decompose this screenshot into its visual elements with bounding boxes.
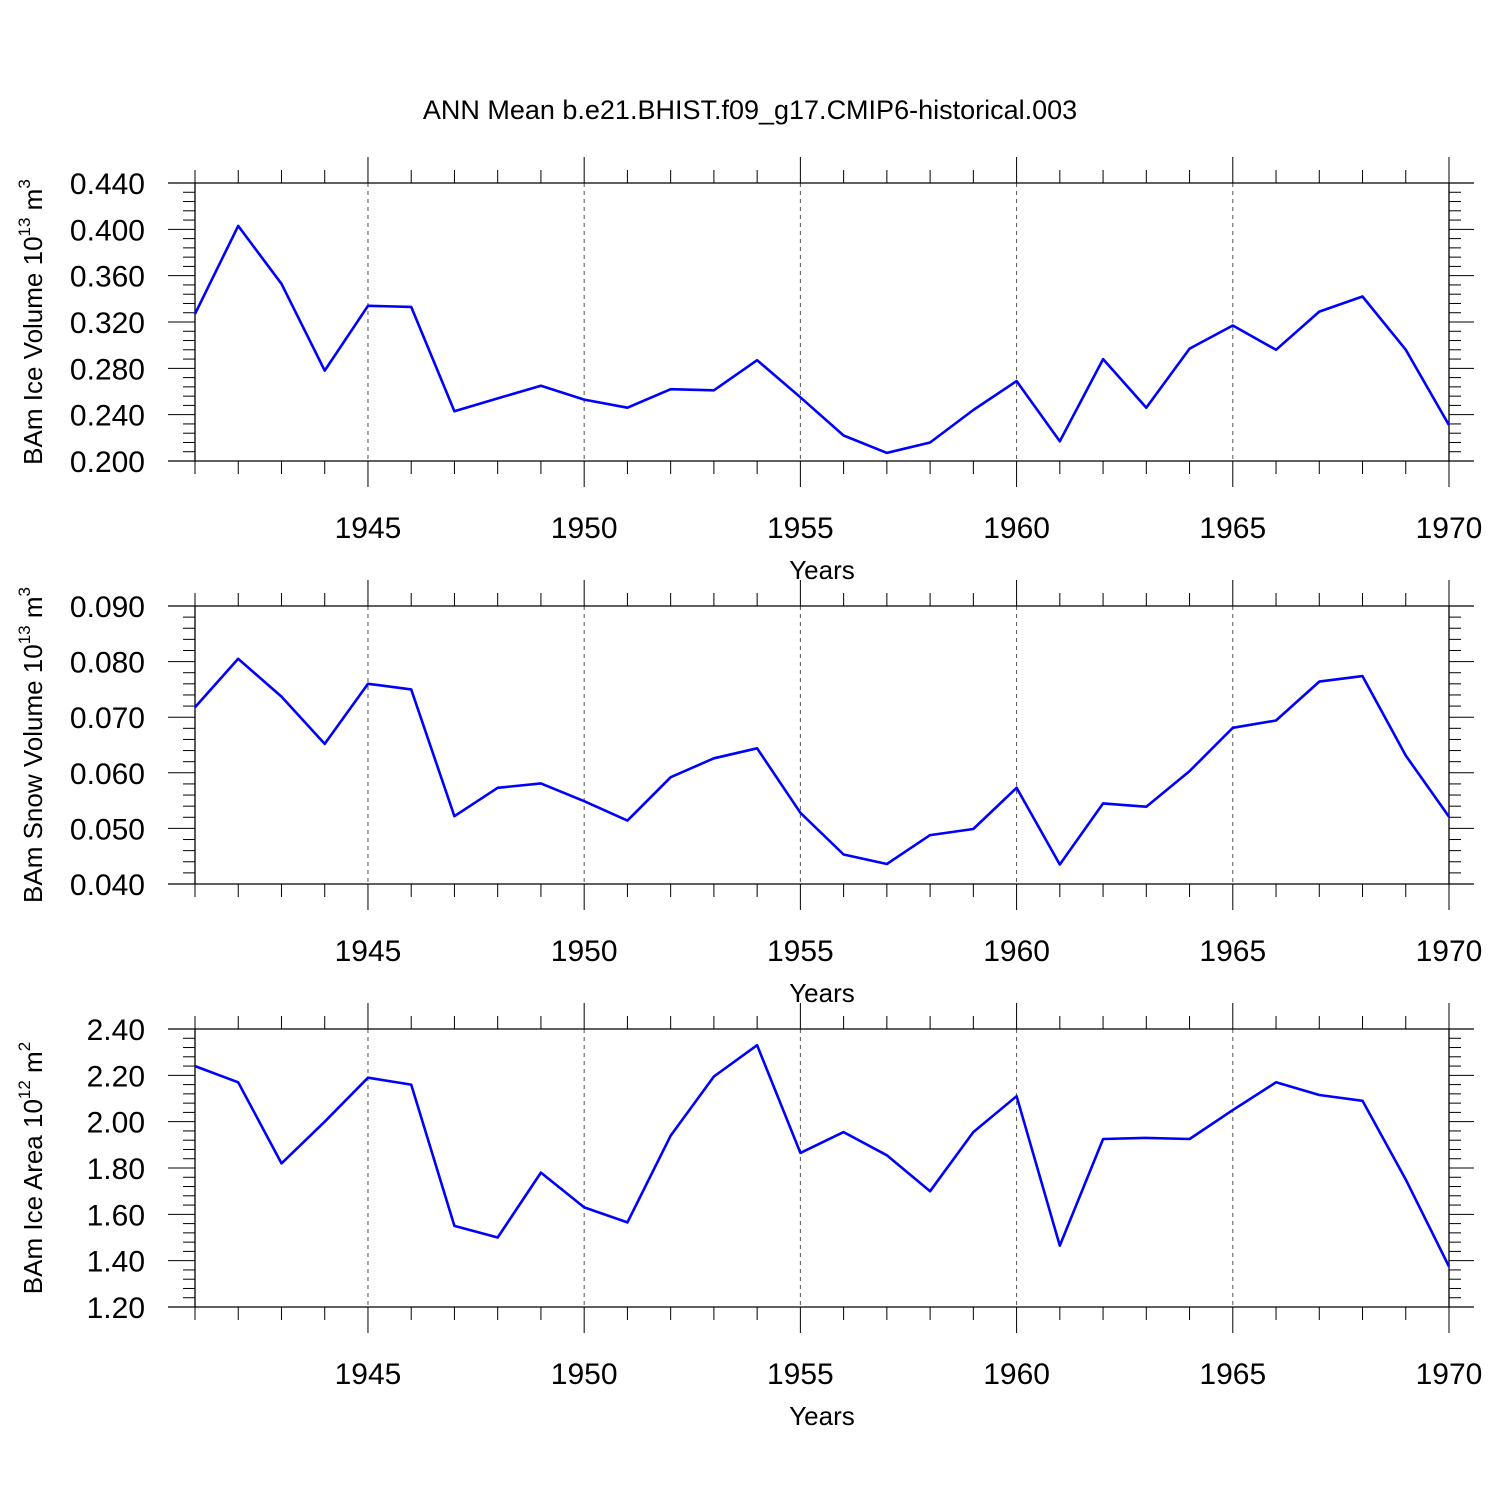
x-tick-label: 1950	[551, 935, 618, 968]
panel-1: 0.200 0.240 0.280 0.320 0.360 0.400 0.440 1945 1…	[15, 157, 1482, 585]
y-tick-label: 1.80	[87, 1153, 145, 1186]
y-tick-label: 2.20	[87, 1060, 145, 1093]
x-tick-label: 1945	[335, 935, 402, 968]
panel-2: 0.040 0.050 0.060 0.070 0.080 0.090 1945 1950 19…	[15, 580, 1482, 1008]
y-tick-label: 0.280	[70, 353, 145, 386]
x-tick-label: 1965	[1199, 935, 1266, 968]
chart-title: ANN Mean b.e21.BHIST.f09_g17.CMIP6-histo…	[423, 95, 1077, 125]
x-tick-label: 1965	[1199, 1358, 1266, 1391]
x-tick-label: 1955	[767, 935, 834, 968]
x-axis-label: Years	[789, 978, 855, 1008]
x-axis-label: Years	[789, 555, 855, 585]
y-tick-label: 2.00	[87, 1107, 145, 1140]
y-tick-label: 0.320	[70, 307, 145, 340]
x-tick-label: 1955	[767, 1358, 834, 1391]
y-tick-label: 0.360	[70, 261, 145, 294]
x-tick-label: 1950	[551, 1358, 618, 1391]
y-tick-label: 1.40	[87, 1246, 145, 1279]
x-tick-label: 1960	[983, 1358, 1050, 1391]
x-axis-label: Years	[789, 1401, 855, 1431]
y-tick-label: 0.080	[70, 647, 145, 680]
x-tick-label: 1945	[335, 512, 402, 545]
y-tick-label: 1.20	[87, 1292, 145, 1325]
x-tick-label: 1950	[551, 512, 618, 545]
y-tick-label: 0.070	[70, 702, 145, 735]
series-line	[194, 1043, 1451, 1268]
x-tick-label: 1945	[335, 1358, 402, 1391]
y-tick-label: 2.40	[87, 1014, 145, 1047]
y-tick-label: 0.240	[70, 400, 145, 433]
x-tick-label: 1955	[767, 512, 834, 545]
y-axis-label: BAm Snow Volume 1013 m3	[15, 587, 48, 903]
panel-3: 1.20 1.40 1.60 1.80 2.00 2.20 2.40 1945 1950 1955…	[15, 1003, 1482, 1431]
series-line	[193, 224, 1451, 455]
y-axis-label: BAm Ice Volume 1013 m3	[15, 179, 48, 465]
x-tick-label: 1960	[983, 512, 1050, 545]
y-tick-label: 0.040	[70, 869, 145, 902]
y-tick-label: 0.200	[70, 446, 145, 479]
x-tick-label: 1960	[983, 935, 1050, 968]
x-tick-label: 1970	[1416, 1358, 1483, 1391]
y-tick-label: 0.060	[70, 758, 145, 791]
x-tick-label: 1965	[1199, 512, 1266, 545]
x-tick-label: 1970	[1416, 512, 1483, 545]
y-axis-label: BAm Ice Area 1012 m2	[15, 1042, 48, 1294]
y-tick-label: 1.60	[87, 1199, 145, 1232]
y-tick-label: 0.050	[70, 813, 145, 846]
x-tick-label: 1970	[1416, 935, 1483, 968]
y-tick-label: 0.400	[70, 214, 145, 247]
series-line	[194, 657, 1451, 866]
y-tick-label: 0.440	[70, 168, 145, 201]
y-tick-label: 0.090	[70, 591, 145, 624]
